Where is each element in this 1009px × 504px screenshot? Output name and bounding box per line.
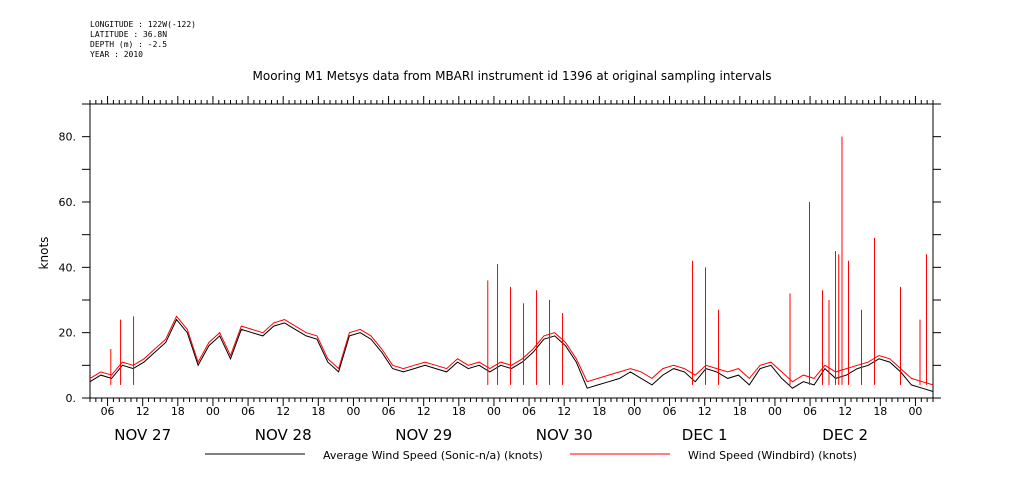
x-day-label: NOV 28 — [255, 426, 312, 444]
year-text: YEAR : 2010 — [90, 50, 143, 59]
x-day-label: NOV 30 — [536, 426, 593, 444]
y-axis: 0. 20. 40. 60. 80. — [59, 103, 941, 405]
y-tick-label: 40. — [59, 261, 77, 274]
x-day-label: DEC 2 — [822, 426, 868, 444]
x-tick-label: 06 — [241, 405, 255, 418]
series-windbird-wind-speed — [89, 136, 934, 386]
latitude-text: LATITUDE : 36.8N — [90, 30, 168, 39]
x-tick-label: 12 — [838, 405, 852, 418]
x-tick-label: 06 — [382, 405, 396, 418]
y-axis-label: knots — [37, 237, 51, 270]
x-tick-label: 06 — [522, 405, 536, 418]
x-tick-label: 06 — [803, 405, 817, 418]
x-tick-label: 12 — [557, 405, 571, 418]
legend-label-windbird: Wind Speed (Windbird) (knots) — [688, 449, 857, 462]
longitude-text: LONGITUDE : 122W(-122) — [90, 20, 196, 29]
y-tick-label: 80. — [59, 131, 77, 144]
legend-label-average: Average Wind Speed (Sonic-n/a) (knots) — [323, 449, 543, 462]
plot-frame — [89, 103, 934, 399]
y-tick-label: 0. — [66, 392, 77, 405]
x-tick-label: 18 — [452, 405, 466, 418]
x-tick-label: 18 — [311, 405, 325, 418]
x-tick-label: 18 — [592, 405, 606, 418]
x-day-label: DEC 1 — [682, 426, 728, 444]
x-tick-label: 00 — [627, 405, 641, 418]
legend: Average Wind Speed (Sonic-n/a) (knots) W… — [205, 449, 857, 462]
x-tick-label: 18 — [873, 405, 887, 418]
x-tick-label: 00 — [908, 405, 922, 418]
x-tick-label: 12 — [698, 405, 712, 418]
x-tick-label: 18 — [733, 405, 747, 418]
x-tick-label: 00 — [206, 405, 220, 418]
x-day-label: NOV 27 — [114, 426, 171, 444]
depth-text: DEPTH (m) : -2.5 — [90, 40, 168, 49]
x-day-label: NOV 29 — [395, 426, 452, 444]
series-average-wind-speed — [89, 318, 934, 392]
x-tick-label: 12 — [276, 405, 290, 418]
series-line-average — [89, 318, 934, 392]
x-axis: 06 12 18 00 06 12 18 00 06 12 18 00 06 12 18 00 06 12 18 00… — [89, 96, 934, 444]
y-tick-label: 20. — [59, 327, 77, 340]
series-line-windbird — [89, 315, 934, 386]
x-tick-label: 00 — [487, 405, 501, 418]
chart-metadata: LONGITUDE : 122W(-122) LATITUDE : 36.8N … — [90, 20, 196, 60]
x-tick-label: 06 — [663, 405, 677, 418]
x-tick-label: 18 — [171, 405, 185, 418]
x-tick-label: 00 — [346, 405, 360, 418]
x-tick-label: 12 — [136, 405, 150, 418]
chart-title: Mooring M1 Metsys data from MBARI instru… — [253, 69, 772, 83]
x-tick-label: 00 — [768, 405, 782, 418]
x-tick-label: 06 — [101, 405, 115, 418]
y-tick-label: 60. — [59, 196, 77, 209]
x-tick-label: 12 — [417, 405, 431, 418]
